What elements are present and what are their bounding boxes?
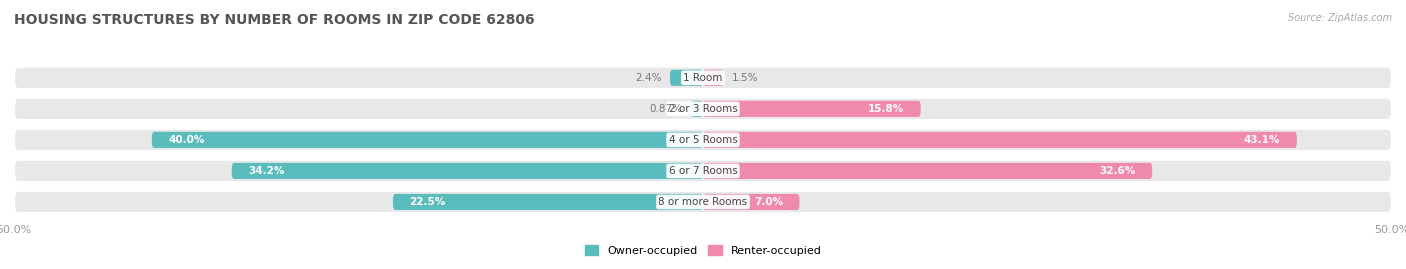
FancyBboxPatch shape xyxy=(14,160,1392,182)
Text: 1.5%: 1.5% xyxy=(733,73,758,83)
Text: 2.4%: 2.4% xyxy=(636,73,662,83)
Text: 43.1%: 43.1% xyxy=(1244,135,1281,145)
FancyBboxPatch shape xyxy=(690,101,703,117)
Text: 22.5%: 22.5% xyxy=(409,197,446,207)
FancyBboxPatch shape xyxy=(703,163,1152,179)
FancyBboxPatch shape xyxy=(14,98,1392,120)
Text: 15.8%: 15.8% xyxy=(868,104,904,114)
FancyBboxPatch shape xyxy=(14,129,1392,151)
FancyBboxPatch shape xyxy=(232,163,703,179)
Text: 8 or more Rooms: 8 or more Rooms xyxy=(658,197,748,207)
FancyBboxPatch shape xyxy=(14,67,1392,89)
Text: 7.0%: 7.0% xyxy=(754,197,783,207)
FancyBboxPatch shape xyxy=(14,191,1392,213)
Legend: Owner-occupied, Renter-occupied: Owner-occupied, Renter-occupied xyxy=(581,241,825,260)
Text: 34.2%: 34.2% xyxy=(249,166,284,176)
Text: 1 Room: 1 Room xyxy=(683,73,723,83)
FancyBboxPatch shape xyxy=(392,194,703,210)
Text: 0.87%: 0.87% xyxy=(650,104,683,114)
FancyBboxPatch shape xyxy=(703,70,724,86)
Text: HOUSING STRUCTURES BY NUMBER OF ROOMS IN ZIP CODE 62806: HOUSING STRUCTURES BY NUMBER OF ROOMS IN… xyxy=(14,13,534,27)
Text: 4 or 5 Rooms: 4 or 5 Rooms xyxy=(669,135,737,145)
FancyBboxPatch shape xyxy=(703,194,800,210)
Text: 2 or 3 Rooms: 2 or 3 Rooms xyxy=(669,104,737,114)
FancyBboxPatch shape xyxy=(703,101,921,117)
Text: 40.0%: 40.0% xyxy=(169,135,205,145)
Text: 6 or 7 Rooms: 6 or 7 Rooms xyxy=(669,166,737,176)
FancyBboxPatch shape xyxy=(669,70,703,86)
Text: 32.6%: 32.6% xyxy=(1099,166,1136,176)
Text: Source: ZipAtlas.com: Source: ZipAtlas.com xyxy=(1288,13,1392,23)
FancyBboxPatch shape xyxy=(152,132,703,148)
FancyBboxPatch shape xyxy=(703,132,1296,148)
